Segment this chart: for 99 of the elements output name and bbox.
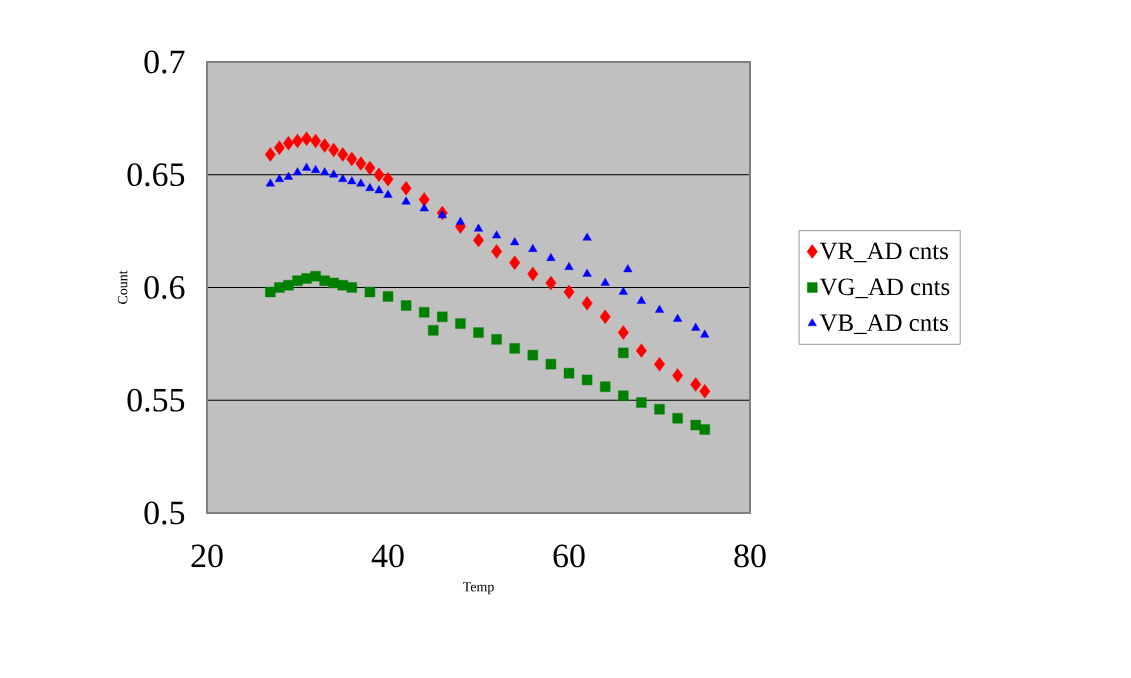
point (265, 178, 275, 187)
point (527, 349, 538, 361)
point (635, 343, 647, 358)
point (428, 325, 439, 336)
point (292, 275, 303, 286)
point (356, 178, 366, 187)
point (355, 156, 367, 171)
x-axis-title: Temp (462, 582, 494, 595)
point (292, 167, 303, 176)
point (510, 237, 520, 246)
point (311, 165, 321, 173)
x-tick-label: 60 (553, 544, 585, 568)
point (329, 169, 339, 178)
point (274, 282, 285, 293)
legend-label: VR_AD cnts (819, 242, 948, 263)
point (600, 381, 611, 392)
point (563, 367, 575, 379)
point (700, 329, 710, 338)
point (364, 160, 376, 176)
point (382, 291, 394, 302)
point (419, 307, 430, 318)
point (319, 138, 331, 153)
point (699, 424, 710, 435)
point (492, 230, 502, 239)
y-tick-label: 0.55 (127, 388, 185, 412)
point (364, 286, 376, 298)
point (320, 167, 330, 176)
point (699, 384, 711, 399)
point (563, 284, 575, 300)
point (618, 390, 629, 401)
legend-label: VG_AD cnts (819, 278, 950, 299)
point (455, 216, 465, 225)
point (654, 404, 665, 415)
point (600, 277, 610, 286)
point (310, 133, 322, 149)
point (347, 176, 357, 185)
point (373, 167, 385, 182)
point (338, 174, 348, 182)
point (283, 171, 293, 180)
point (690, 377, 702, 392)
point (491, 334, 502, 345)
point (365, 183, 375, 191)
point (264, 147, 276, 162)
y-tick-label: 0.7 (144, 50, 185, 74)
point (581, 374, 593, 386)
x-tick-label: 80 (734, 544, 766, 568)
point (400, 181, 412, 196)
point (491, 244, 503, 259)
y-tick-label: 0.6 (144, 275, 185, 299)
point (599, 309, 611, 324)
x-tick-label: 20 (191, 544, 223, 568)
point (581, 296, 593, 311)
y-tick-label: 0.65 (127, 163, 185, 187)
x-tick-label: 40 (371, 544, 404, 568)
point (273, 140, 285, 155)
point (636, 295, 646, 304)
point (419, 203, 429, 212)
point (382, 172, 394, 187)
point (618, 286, 628, 295)
point (528, 243, 538, 252)
point (401, 196, 411, 205)
point (437, 311, 448, 322)
y-tick-label: 0.5 (144, 501, 185, 525)
point (654, 304, 665, 313)
point (564, 262, 574, 270)
point (455, 318, 466, 329)
point (473, 223, 484, 232)
point (346, 151, 358, 167)
point (337, 147, 349, 162)
point (374, 185, 384, 194)
point (582, 232, 592, 241)
point (473, 327, 484, 338)
point (623, 264, 633, 273)
point (383, 189, 393, 198)
point (274, 174, 284, 182)
point (400, 300, 412, 311)
point (691, 322, 701, 331)
point (617, 325, 629, 340)
point (509, 343, 520, 354)
point (636, 397, 647, 408)
point (302, 162, 312, 171)
point (582, 268, 592, 277)
point (265, 286, 276, 298)
point (618, 347, 629, 359)
legend-label: VB_AD cnts (819, 314, 948, 335)
point (437, 210, 447, 219)
point (328, 142, 340, 158)
point (527, 266, 539, 282)
point (301, 131, 312, 146)
point (546, 252, 556, 261)
point (545, 275, 557, 291)
point (509, 255, 521, 270)
point (672, 413, 683, 424)
y-axis-title: Count (118, 270, 128, 304)
point (346, 282, 357, 293)
point (283, 280, 294, 291)
point (672, 368, 684, 383)
point (673, 313, 683, 322)
point (545, 358, 557, 370)
